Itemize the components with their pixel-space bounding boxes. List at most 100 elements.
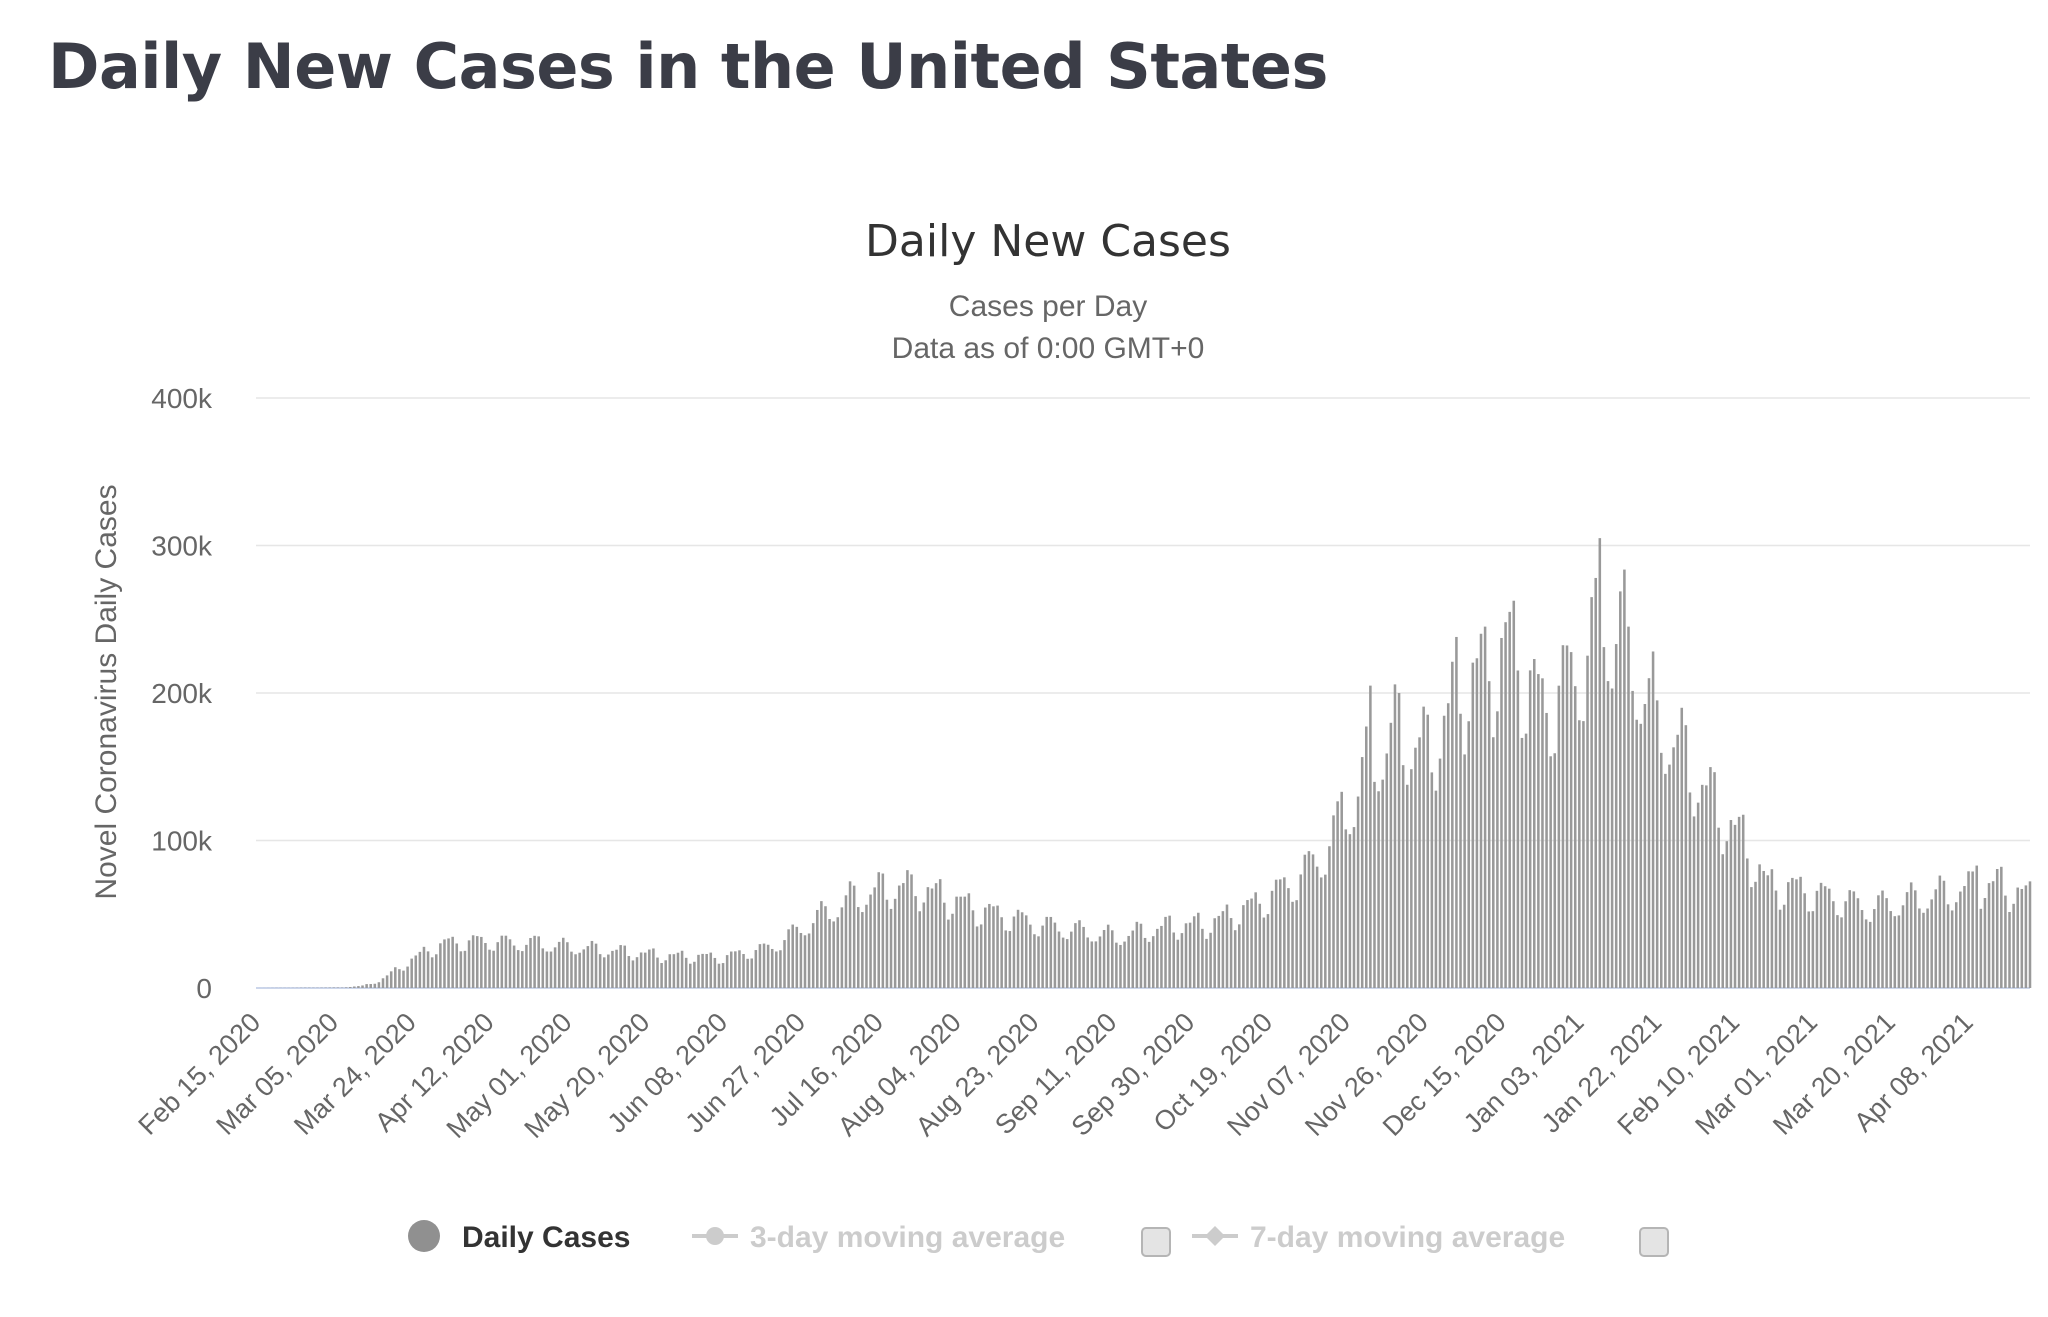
bar-2020-03-30 — [434, 954, 438, 988]
bar-2020-12-11 — [1483, 626, 1487, 988]
bar-2021-02-13 — [1746, 858, 1749, 988]
bar-2020-04-01 — [443, 939, 446, 988]
bar-2020-04-19 — [516, 950, 520, 988]
bar-2020-10-01 — [1192, 916, 1196, 988]
bar-2020-05-13 — [615, 949, 618, 988]
bar-2020-07-26 — [918, 911, 921, 988]
bar-2020-10-16 — [1254, 892, 1257, 988]
bar-2020-10-21 — [1274, 879, 1278, 988]
bar-2020-04-24 — [537, 936, 540, 988]
bar-2020-11-17 — [1385, 753, 1389, 988]
bar-2020-12-31 — [1565, 645, 1569, 988]
bar-2020-06-09 — [725, 955, 729, 988]
chart-subtitle-line-1: Cases per Day — [949, 290, 1147, 323]
bar-2020-03-22 — [402, 970, 405, 988]
bar-2021-02-16 — [1758, 864, 1761, 988]
bar-2021-03-02 — [1815, 890, 1819, 988]
bar-2021-04-05 — [1954, 902, 1958, 988]
bar-2020-04-30 — [562, 937, 565, 988]
bar-2020-04-23 — [533, 935, 536, 988]
bar-2021-02-21 — [1778, 909, 1782, 988]
y-tick-label-4: 400k — [151, 383, 213, 414]
bar-2020-05-10 — [602, 957, 606, 988]
bar-2020-05-24 — [660, 963, 663, 988]
bar-2021-02-10 — [1733, 824, 1737, 988]
bar-2021-02-15 — [1754, 881, 1757, 988]
bar-2020-10-09 — [1225, 904, 1229, 988]
bar-2021-03-19 — [1885, 898, 1888, 988]
bar-2020-05-15 — [623, 945, 626, 988]
bar-2020-11-27 — [1426, 714, 1430, 988]
bar-2020-12-18 — [1512, 600, 1516, 988]
bar-2021-01-26 — [1672, 747, 1675, 988]
bar-2020-12-09 — [1475, 658, 1479, 988]
bar-2021-02-05 — [1713, 772, 1716, 988]
bar-2020-09-26 — [1172, 932, 1175, 988]
bar-2020-08-20 — [1020, 912, 1024, 988]
bar-2020-08-17 — [1008, 931, 1012, 988]
bar-2021-04-08 — [1967, 871, 1970, 988]
bar-2020-06-11 — [734, 951, 737, 988]
bar-2021-03-01 — [1811, 911, 1815, 988]
bar-2020-07-05 — [832, 921, 835, 988]
bar-2020-07-17 — [881, 873, 885, 988]
legend-7day-label[interactable]: 7-day moving average — [1250, 1221, 1565, 1254]
bar-2021-01-19 — [1643, 703, 1647, 988]
bar-2020-04-04 — [455, 943, 459, 988]
bar-2021-01-25 — [1668, 764, 1671, 988]
legend-3day-marker — [706, 1227, 724, 1245]
bar-2021-02-09 — [1729, 820, 1733, 988]
bar-2020-10-28 — [1303, 854, 1307, 988]
bar-2020-05-06 — [586, 946, 590, 988]
bar-2020-11-14 — [1373, 781, 1376, 988]
bar-2020-10-03 — [1201, 928, 1204, 988]
bar-2020-06-24 — [787, 929, 790, 988]
bar-2020-04-18 — [512, 945, 516, 988]
bar-2021-03-15 — [1868, 921, 1872, 988]
bar-2021-04-17 — [2004, 895, 2007, 988]
bar-2020-11-25 — [1418, 737, 1421, 988]
bar-2021-03-06 — [1832, 901, 1835, 988]
bar-2021-01-09 — [1602, 647, 1606, 988]
legend-3day-checkbox[interactable] — [1141, 1227, 1171, 1257]
bar-2021-01-06 — [1590, 597, 1593, 988]
bar-2021-04-10 — [1975, 865, 1979, 988]
bar-2020-06-25 — [791, 924, 794, 988]
bar-2020-09-21 — [1151, 936, 1155, 988]
bar-2020-04-09 — [475, 936, 479, 988]
bar-2020-08-09 — [975, 926, 979, 988]
bar-2020-06-01 — [693, 961, 696, 988]
bar-2021-03-30 — [1930, 899, 1933, 988]
bar-2020-12-02 — [1446, 703, 1450, 988]
bar-2020-08-14 — [996, 905, 999, 988]
bar-2021-03-14 — [1864, 919, 1868, 988]
bar-2020-09-30 — [1188, 922, 1192, 988]
bar-2020-08-22 — [1029, 924, 1032, 988]
legend-3day-label[interactable]: 3-day moving average — [750, 1221, 1065, 1254]
bar-2020-08-10 — [979, 924, 983, 988]
bar-2020-10-19 — [1266, 914, 1270, 988]
bar-2020-08-29 — [1057, 931, 1061, 988]
bar-2021-03-08 — [1840, 917, 1843, 988]
bar-2021-04-04 — [1950, 910, 1954, 988]
bar-2020-11-21 — [1401, 765, 1405, 988]
bar-2021-03-25 — [1909, 882, 1913, 988]
legend-daily-cases-label[interactable]: Daily Cases — [462, 1221, 630, 1254]
bar-2020-05-03 — [574, 954, 577, 988]
bar-2020-04-20 — [521, 951, 524, 988]
bar-2020-11-29 — [1434, 790, 1438, 988]
bar-2020-04-08 — [471, 935, 475, 988]
bar-2020-09-20 — [1147, 941, 1151, 988]
legend-7day-checkbox[interactable] — [1639, 1227, 1669, 1257]
bar-2020-10-14 — [1246, 900, 1249, 988]
bar-2021-02-25 — [1795, 879, 1798, 988]
bar-2020-12-29 — [1557, 685, 1561, 988]
bar-2020-11-11 — [1360, 757, 1364, 988]
bar-2020-04-29 — [557, 941, 561, 988]
bar-2020-12-24 — [1537, 674, 1540, 988]
bar-2020-10-23 — [1283, 877, 1286, 988]
bar-2020-10-22 — [1278, 879, 1282, 988]
bar-2020-10-29 — [1307, 851, 1311, 988]
bar-2020-08-06 — [963, 896, 967, 988]
